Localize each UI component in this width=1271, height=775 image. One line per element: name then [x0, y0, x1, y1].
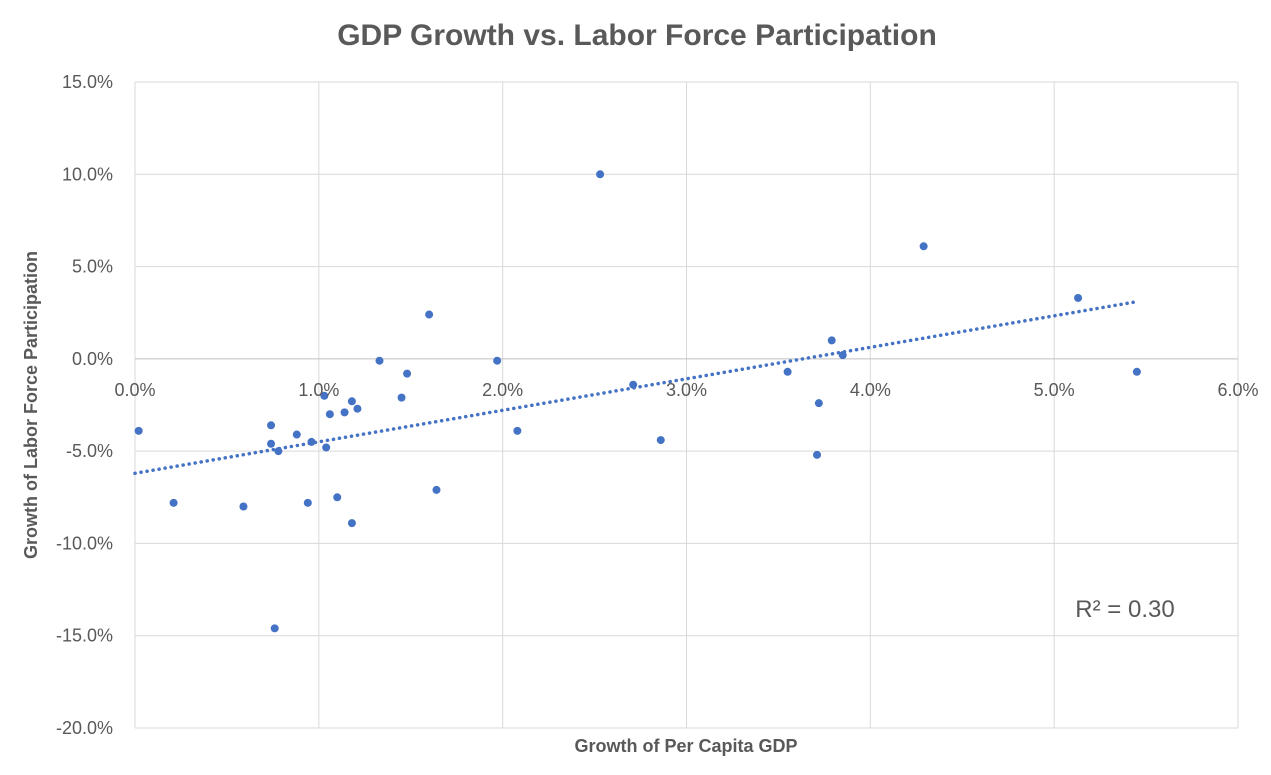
data-point [303, 498, 312, 507]
data-point [270, 624, 279, 633]
data-point [425, 310, 434, 319]
x-tick-label: 0.0% [114, 380, 155, 400]
data-point [1074, 293, 1083, 302]
data-point [353, 404, 362, 413]
y-tick-label: 0.0% [72, 349, 113, 369]
y-tick-label: -20.0% [56, 718, 113, 738]
data-point [813, 450, 822, 459]
data-point [347, 519, 356, 528]
y-tick-label: 5.0% [72, 257, 113, 277]
data-point [333, 493, 342, 502]
data-point [239, 502, 248, 511]
trendline-layer [133, 299, 1139, 476]
gridlines [134, 81, 1239, 729]
data-point [403, 369, 412, 378]
data-point [783, 367, 792, 376]
x-tick-label: 3.0% [666, 380, 707, 400]
data-point [292, 430, 301, 439]
data-point [814, 399, 823, 408]
data-point [397, 393, 406, 402]
chart-title: GDP Growth vs. Labor Force Participation [337, 19, 937, 52]
y-tick-label: -5.0% [66, 441, 113, 461]
data-point [322, 443, 331, 452]
data-point [1132, 367, 1141, 376]
y-tick-label: 10.0% [62, 164, 113, 184]
data-point [169, 498, 178, 507]
r-squared-annotation: R² = 0.30 [1075, 596, 1174, 623]
data-point [325, 410, 334, 419]
data-point [827, 336, 836, 345]
y-tick-label: 15.0% [62, 72, 113, 92]
data-point [432, 485, 441, 494]
x-tick-label: 2.0% [482, 380, 523, 400]
x-tick-label: 6.0% [1217, 380, 1258, 400]
x-tick-labels: 0.0% 1.0% 2.0% 3.0% 4.0% 5.0% 6.0% [114, 380, 1258, 400]
x-tick-label: 1.0% [298, 380, 339, 400]
data-points [134, 170, 1141, 633]
x-tick-label: 5.0% [1034, 380, 1075, 400]
data-point [513, 426, 522, 435]
data-point [134, 426, 143, 435]
data-point [347, 397, 356, 406]
data-point [919, 242, 928, 251]
y-axis-title: Growth of Labor Force Participation [21, 251, 41, 559]
x-tick-label: 4.0% [850, 380, 891, 400]
x-axis-title: Growth of Per Capita GDP [574, 736, 797, 756]
data-point [274, 447, 283, 456]
data-point [340, 408, 349, 417]
data-point [596, 170, 605, 179]
data-point [629, 380, 638, 389]
data-point [307, 437, 316, 446]
y-tick-label: -10.0% [56, 533, 113, 553]
data-point [656, 436, 665, 445]
data-point [320, 391, 329, 400]
data-point [267, 421, 276, 430]
data-point [838, 351, 847, 360]
data-point [375, 356, 384, 365]
y-tick-labels: 15.0% 10.0% 5.0% 0.0% -5.0% -10.0% -15.0% -20.0… [56, 72, 113, 738]
y-tick-label: -15.0% [56, 626, 113, 646]
trendline [133, 299, 1139, 476]
data-point [493, 356, 502, 365]
data-point [267, 439, 276, 448]
